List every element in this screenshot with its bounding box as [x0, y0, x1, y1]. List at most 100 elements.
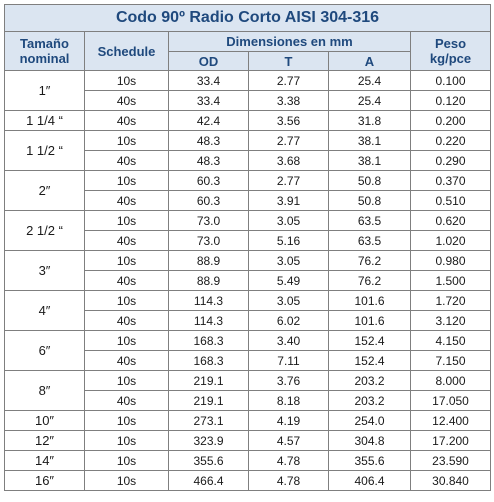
od-cell: 114.3 [168, 310, 249, 331]
table-row: 8″ 10s 219.1 3.76 203.2 8.000 [4, 370, 491, 411]
nominal-size-cell: 4″ [4, 290, 85, 331]
od-cell: 33.4 [168, 70, 249, 91]
weight-cell: 0.200 [410, 110, 491, 131]
weight-cell: 17.050 [410, 390, 491, 411]
schedule-cell: 40s [84, 190, 169, 211]
nominal-size-cell: 2 1/2 “ [4, 210, 85, 251]
od-cell: 88.9 [168, 270, 249, 291]
od-cell: 88.9 [168, 250, 249, 271]
a-cell: 50.8 [328, 170, 411, 191]
od-cell: 355.6 [168, 450, 249, 471]
weight-cell: 0.370 [410, 170, 491, 191]
a-cell: 254.0 [328, 410, 411, 431]
od-cell: 168.3 [168, 330, 249, 351]
weight-cell: 0.620 [410, 210, 491, 231]
table-row: 4″ 10s 114.3 3.05 101.6 1.720 [4, 290, 491, 331]
weight-cell: 30.840 [410, 470, 491, 491]
header-nominal-size: Tamaño nominal [4, 31, 85, 71]
od-cell: 33.4 [168, 90, 249, 111]
weight-cell: 1.500 [410, 270, 491, 291]
a-cell: 25.4 [328, 70, 411, 91]
a-cell: 38.1 [328, 150, 411, 171]
header-weight: Peso kg/pce [410, 31, 491, 71]
weight-cell: 0.510 [410, 190, 491, 211]
weight-cell: 0.290 [410, 150, 491, 171]
nominal-size-cell: 10″ [4, 410, 85, 431]
schedule-cell: 10s [84, 250, 169, 271]
schedule-cell: 40s [84, 110, 169, 131]
table-row: 14″ 10s 355.6 4.78 355.6 23.590 [4, 450, 491, 471]
t-cell: 4.78 [248, 450, 329, 471]
t-cell: 3.91 [248, 190, 329, 211]
t-cell: 3.05 [248, 210, 329, 231]
schedule-cell: 10s [84, 370, 169, 391]
schedule-cell: 40s [84, 90, 169, 111]
a-cell: 355.6 [328, 450, 411, 471]
a-cell: 38.1 [328, 130, 411, 151]
table-row: 16″ 10s 466.4 4.78 406.4 30.840 [4, 470, 491, 491]
a-cell: 25.4 [328, 90, 411, 111]
weight-cell: 4.150 [410, 330, 491, 351]
schedule-cell: 10s [84, 170, 169, 191]
nominal-size-cell: 1 1/2 “ [4, 130, 85, 171]
elbow-dimensions-table: Codo 90º Radio Corto AISI 304-316 Tamaño… [4, 4, 491, 491]
schedule-cell: 10s [84, 450, 169, 471]
table-row: 1 1/2 “10s 48.3 2.77 38.1 0.220 [4, 130, 491, 171]
schedule-cell: 10s [84, 410, 169, 431]
nominal-size-cell: 6″ [4, 330, 85, 371]
a-cell: 203.2 [328, 390, 411, 411]
od-cell: 60.3 [168, 190, 249, 211]
nominal-size-cell: 16″ [4, 470, 85, 491]
schedule-cell: 40s [84, 230, 169, 251]
od-cell: 73.0 [168, 230, 249, 251]
a-cell: 31.8 [328, 110, 411, 131]
weight-cell: 0.100 [410, 70, 491, 91]
weight-cell: 8.000 [410, 370, 491, 391]
t-cell: 3.05 [248, 290, 329, 311]
a-cell: 406.4 [328, 470, 411, 491]
schedule-cell: 40s [84, 270, 169, 291]
t-cell: 4.78 [248, 470, 329, 491]
nominal-size-cell: 14″ [4, 450, 85, 471]
table-row: 40s 73.0 5.16 63.5 1.020 [5, 230, 491, 251]
table-row: 40s 33.4 3.38 25.4 0.120 [5, 90, 491, 111]
header-schedule: Schedule [84, 31, 169, 71]
header-a: A [328, 51, 411, 71]
weight-cell: 1.720 [410, 290, 491, 311]
table-row: 1″ 10s 33.4 2.77 25.4 0.100 [4, 70, 491, 111]
t-cell: 2.77 [248, 170, 329, 191]
header-weight-line1: Peso [434, 36, 467, 51]
t-cell: 3.38 [248, 90, 329, 111]
od-cell: 168.3 [168, 350, 249, 371]
t-cell: 7.11 [248, 350, 329, 371]
od-cell: 48.3 [168, 150, 249, 171]
weight-cell: 12.400 [410, 410, 491, 431]
schedule-cell: 10s [84, 290, 169, 311]
a-cell: 152.4 [328, 330, 411, 351]
a-cell: 76.2 [328, 250, 411, 271]
weight-cell: 1.020 [410, 230, 491, 251]
table-row: 6″ 10s 168.3 3.40 152.4 4.150 [4, 330, 491, 371]
schedule-cell: 40s [84, 150, 169, 171]
a-cell: 76.2 [328, 270, 411, 291]
t-cell: 3.76 [248, 370, 329, 391]
schedule-cell: 10s [84, 130, 169, 151]
schedule-cell: 10s [84, 70, 169, 91]
od-cell: 42.4 [168, 110, 249, 131]
od-cell: 73.0 [168, 210, 249, 231]
od-cell: 466.4 [168, 470, 249, 491]
weight-cell: 0.980 [410, 250, 491, 271]
schedule-cell: 40s [84, 350, 169, 371]
t-cell: 6.02 [248, 310, 329, 331]
a-cell: 101.6 [328, 290, 411, 311]
t-cell: 3.40 [248, 330, 329, 351]
table-row: 12″ 10s 323.9 4.57 304.8 17.200 [4, 430, 491, 451]
weight-cell: 7.150 [410, 350, 491, 371]
table-row: 3″ 10s 88.9 3.05 76.2 0.980 [4, 250, 491, 291]
header-dimensions: Dimensiones en mm [168, 31, 411, 52]
t-cell: 2.77 [248, 70, 329, 91]
nominal-size-cell: 3″ [4, 250, 85, 291]
schedule-cell: 10s [84, 210, 169, 231]
table-row: 40s 88.9 5.49 76.2 1.500 [5, 270, 491, 291]
t-cell: 2.77 [248, 130, 329, 151]
